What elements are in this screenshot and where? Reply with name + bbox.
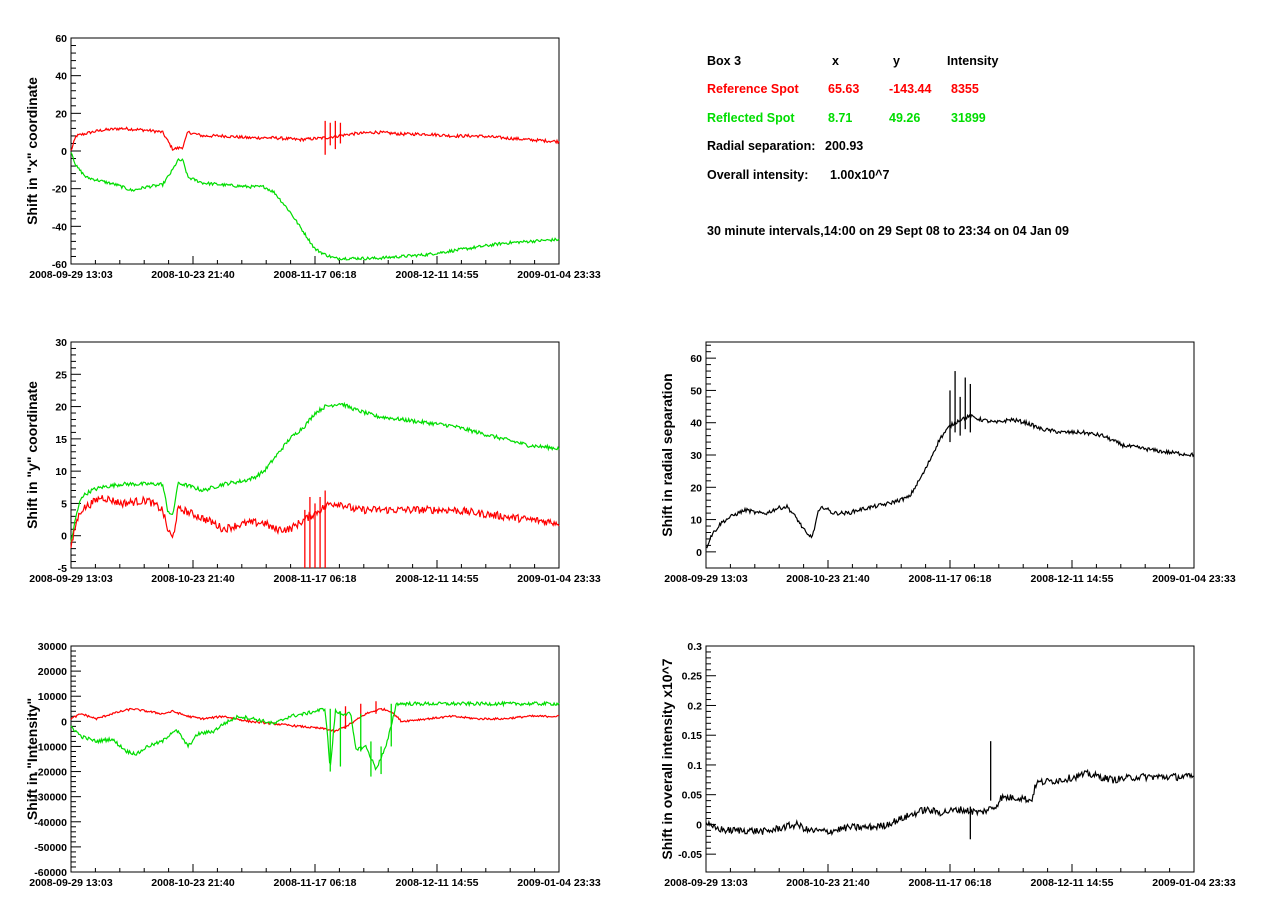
y-tick-label: -20 (52, 184, 67, 196)
plot-frame (705, 645, 1195, 873)
x-tick-label: 2009-01-04 23:33 (517, 269, 601, 281)
x-tick-label: 2008-12-11 14:55 (1031, 573, 1114, 585)
series-line-1 (705, 768, 1195, 836)
y-axis-label: Shift in radial separation (659, 373, 675, 536)
y-tick-label: 20 (55, 402, 67, 414)
y-tick-label: 10 (690, 515, 702, 527)
x-tick-label: 2009-01-04 23:33 (1152, 573, 1236, 585)
y-tick-label: -20000 (34, 767, 67, 779)
x-tick-label: 2008-10-23 21:40 (151, 573, 235, 585)
chart-radial-shift: 0 10 20 30 40 50 60 2008-09-29 13:03 2008-10-23 … (659, 341, 1236, 585)
x-tick-label: 2009-01-04 23:33 (1152, 877, 1236, 889)
x-tick-label: 2008-11-17 06:18 (274, 269, 357, 281)
y-tick-label: 0.3 (687, 641, 702, 653)
series-line-2 (70, 152, 560, 261)
x-tick-label: 2008-09-29 13:03 (664, 573, 748, 585)
y-tick-label: 0 (696, 819, 702, 831)
y-tick-label: 10000 (38, 691, 67, 703)
x-tick-label: 2008-10-23 21:40 (786, 877, 870, 889)
y-axis-label: Shift in "x" coordinate (24, 77, 40, 225)
series-line-1 (70, 401, 560, 543)
y-tick-label: 10 (55, 466, 67, 478)
x-tick-label: 2008-10-23 21:40 (786, 573, 870, 585)
y-tick-label: 30 (55, 337, 67, 349)
plot-frame (70, 37, 560, 265)
y-tick-label: 25 (55, 369, 67, 381)
y-tick-label: 15 (55, 434, 67, 446)
y-tick-label: 5 (61, 498, 67, 510)
y-tick-label: -40000 (34, 817, 67, 829)
series-line-1 (70, 707, 559, 734)
plot-frame (70, 645, 560, 873)
x-tick-label: 2008-12-11 14:55 (396, 269, 479, 281)
x-tick-label: 2008-11-17 06:18 (274, 573, 357, 585)
chart-intensity-shift: -60000 -50000 -40000 -30000 -20000 -10000 0 100… (24, 641, 601, 889)
y-tick-label: 0.1 (687, 760, 702, 772)
y-tick-label: 20 (55, 108, 67, 120)
y-tick-label: -0.05 (678, 849, 702, 861)
y-tick-label: -40 (52, 221, 67, 233)
y-tick-label: 50 (690, 385, 702, 397)
x-tick-label: 2008-09-29 13:03 (29, 269, 113, 281)
y-tick-label: 40 (690, 418, 702, 430)
y-tick-label: 0 (61, 146, 67, 158)
x-tick-label: 2008-10-23 21:40 (151, 877, 235, 889)
y-tick-label: -50000 (34, 842, 67, 854)
y-tick-label: 0 (61, 531, 67, 543)
y-tick-label: -60000 (34, 867, 67, 879)
chart-y-shift: -5 0 5 10 15 20 25 30 2008-09-29 13:03 2008-10-23… (24, 337, 601, 585)
x-tick-label: 2008-09-29 13:03 (664, 877, 748, 889)
x-tick-label: 2009-01-04 23:33 (517, 573, 601, 585)
x-tick-label: 2008-12-11 14:55 (1031, 877, 1114, 889)
x-tick-label: 2008-09-29 13:03 (29, 877, 113, 889)
y-tick-label: 30000 (38, 641, 67, 653)
series-line-1 (70, 126, 560, 151)
x-tick-label: 2008-11-17 06:18 (274, 877, 357, 889)
series-line-2 (70, 700, 560, 771)
y-tick-label: 0 (61, 716, 67, 728)
x-tick-label: 2008-12-11 14:55 (396, 573, 479, 585)
y-axis-label: Shift in overall intensity x10^7 (659, 658, 675, 859)
y-tick-label: 0 (696, 547, 702, 559)
x-tick-label: 2009-01-04 23:33 (517, 877, 601, 889)
chart-x-shift: -60 -40 -20 0 20 40 60 2008-09-29 13:03 2008-10-… (24, 33, 601, 281)
x-tick-label: 2008-11-17 06:18 (909, 573, 992, 585)
plot-frame (705, 341, 1195, 569)
y-tick-label: 0.05 (682, 790, 703, 802)
y-tick-label: 0.15 (682, 730, 703, 742)
y-tick-label: 30 (690, 450, 702, 462)
x-tick-label: 2008-12-11 14:55 (396, 877, 479, 889)
y-axis-label: Shift in "Intensity" (24, 698, 40, 820)
chart-overall-shift: -0.05 0 0.05 0.1 0.15 0.2 0.25 0.3 2008-09-29 13… (659, 641, 1236, 889)
y-tick-label: 20000 (38, 666, 67, 678)
y-tick-label: -5 (58, 563, 67, 575)
y-tick-label: 60 (55, 33, 67, 45)
y-tick-label: -60 (52, 259, 67, 271)
x-tick-label: 2008-09-29 13:03 (29, 573, 113, 585)
y-tick-label: 60 (690, 353, 702, 365)
y-axis-label: Shift in "y" coordinate (24, 381, 40, 529)
y-tick-label: -10000 (34, 741, 67, 753)
y-tick-label: -30000 (34, 792, 67, 804)
x-tick-label: 2008-10-23 21:40 (151, 269, 235, 281)
x-tick-label: 2008-11-17 06:18 (909, 877, 992, 889)
y-tick-label: 0.2 (687, 700, 702, 712)
y-tick-label: 0.25 (682, 671, 703, 683)
y-tick-label: 20 (690, 482, 702, 494)
y-tick-label: 40 (55, 71, 67, 83)
